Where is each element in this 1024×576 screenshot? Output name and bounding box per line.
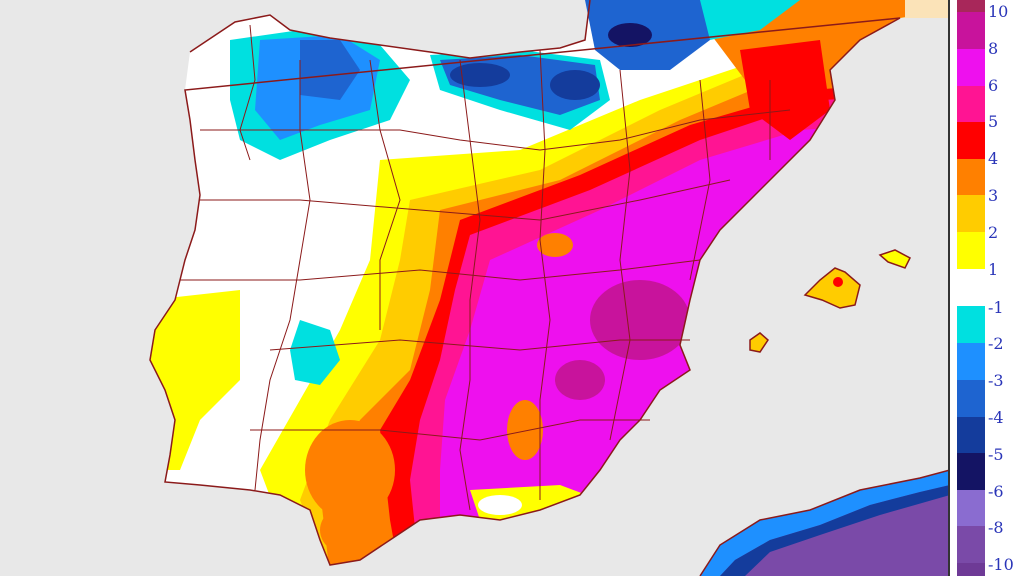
legend-swatch-neg8 [957,526,985,563]
legend-label: -1 [988,298,1004,317]
legend-swatch-neg2 [957,343,985,380]
legend-swatch-6 [957,49,985,86]
legend-label: 6 [988,76,999,95]
legend-label: 4 [988,149,999,168]
legend-label: 3 [988,186,999,205]
peninsula-fill [150,0,950,565]
legend-swatch-10 [957,0,985,12]
legend-swatch-4 [957,122,985,159]
balearic-islands [749,249,911,353]
legend-swatch-neg10 [957,563,985,576]
legend-label: 10 [988,2,1009,21]
legend-label: -3 [988,371,1004,390]
legend-label: 8 [988,39,999,58]
legend-swatch-neg5 [957,453,985,490]
legend-swatch-5 [957,86,985,122]
legend-label: -2 [988,334,1004,353]
legend-label: -4 [988,408,1004,427]
legend-swatch-8 [957,12,985,49]
map-canvas [149,0,950,576]
legend-label: 2 [988,223,999,242]
temperature-anomaly-map [149,0,950,576]
province-borders [180,24,791,511]
legend-label: 5 [988,112,999,131]
legend-label: -5 [988,445,1004,464]
north-africa-region [699,469,950,576]
legend-swatch-neg3 [957,380,985,417]
legend-swatch-neg4 [957,417,985,453]
legend-label: -8 [988,518,1004,537]
coastline [149,0,901,566]
legend-label: -6 [988,482,1004,501]
legend-swatch-neg6 [957,490,985,526]
legend-swatch-1 [957,232,985,269]
legend-label: 1 [988,260,999,279]
legend-label: -10 [988,555,1014,574]
legend-swatch-neg1 [957,306,985,343]
northern-cold-anomaly [585,0,720,70]
legend-swatch-2 [957,195,985,232]
map-legend-divider [948,0,950,576]
color-scale-legend: 10 8 6 5 4 3 2 1 -1 -2 -3 -4 -5 -6 -8 -1… [950,0,1024,576]
legend-swatch-3 [957,159,985,195]
